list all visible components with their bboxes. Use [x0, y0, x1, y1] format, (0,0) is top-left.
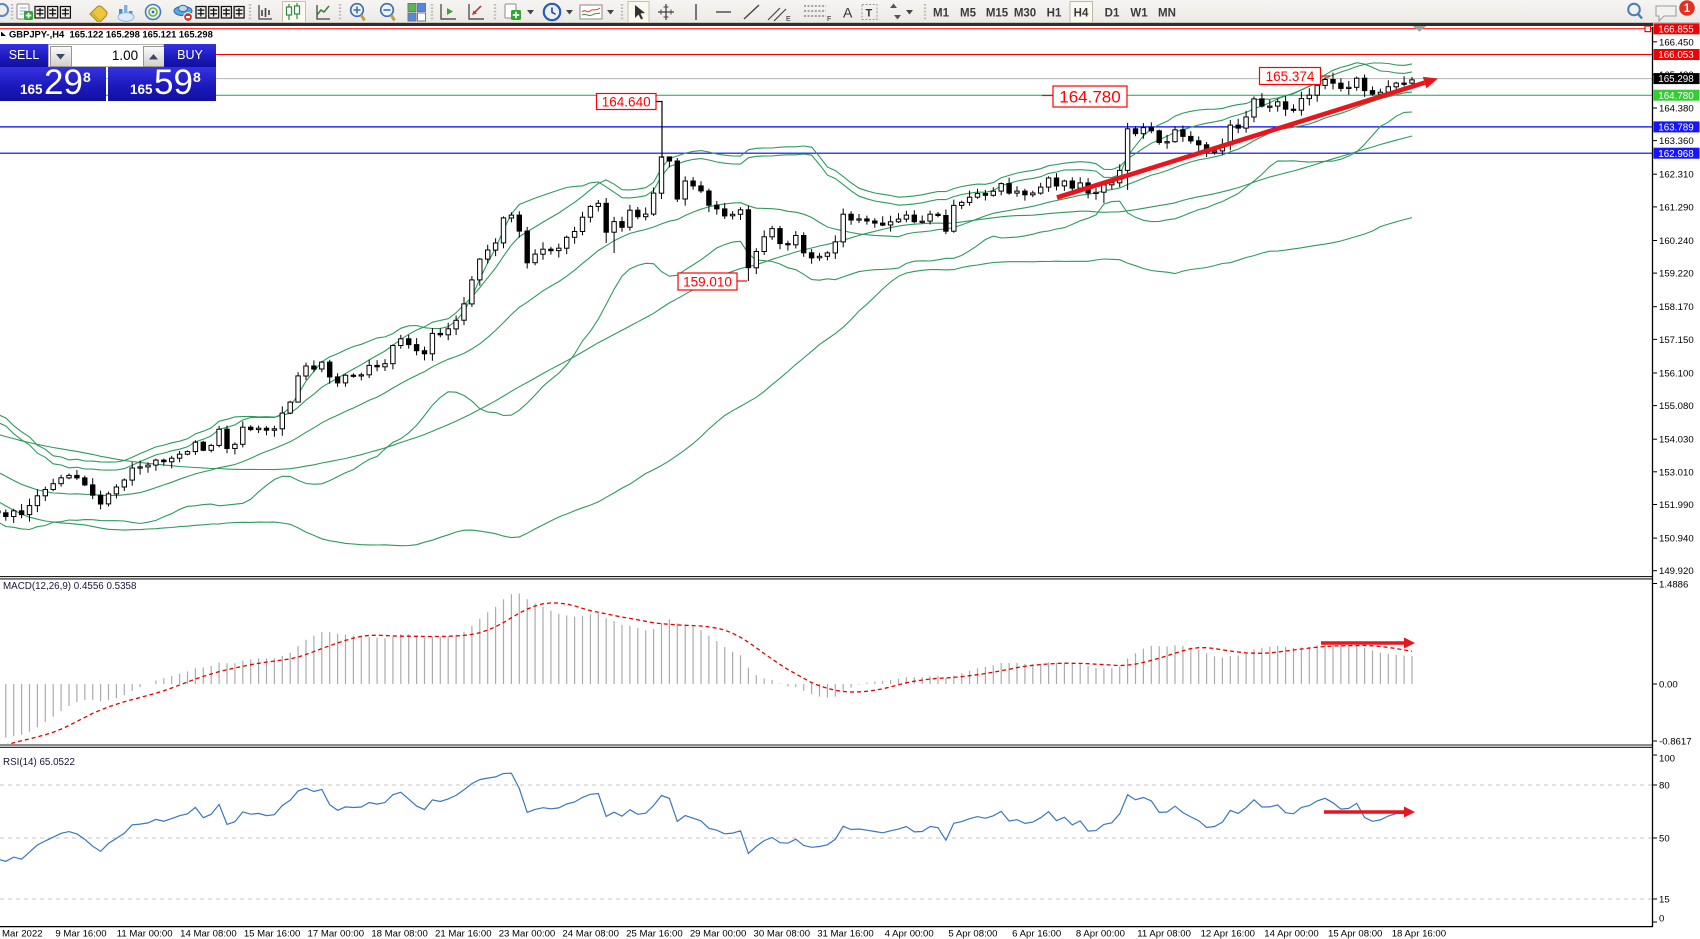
svg-text:F: F	[827, 16, 831, 22]
svg-text:155.080: 155.080	[1659, 401, 1694, 412]
svg-text:25 Mar 16:00: 25 Mar 16:00	[626, 929, 683, 939]
svg-text:14 Apr 00:00: 14 Apr 00:00	[1264, 929, 1318, 939]
svg-text:11 Mar 00:00: 11 Mar 00:00	[117, 929, 173, 939]
svg-text:MN: MN	[1158, 8, 1176, 20]
svg-text:A: A	[843, 5, 853, 21]
svg-text:8 Apr 00:00: 8 Apr 00:00	[1076, 929, 1125, 939]
svg-text:159.220: 159.220	[1659, 269, 1694, 280]
svg-text:153.010: 153.010	[1659, 467, 1694, 478]
svg-text:17 Mar 00:00: 17 Mar 00:00	[308, 929, 365, 939]
svg-text:1.4886: 1.4886	[1659, 580, 1688, 591]
svg-text:21 Mar 16:00: 21 Mar 16:00	[435, 929, 492, 939]
svg-text:157.150: 157.150	[1659, 335, 1694, 346]
svg-text:158.170: 158.170	[1659, 302, 1694, 313]
svg-text:162.310: 162.310	[1659, 170, 1694, 181]
svg-text:166.450: 166.450	[1659, 37, 1694, 48]
svg-text:29 Mar 00:00: 29 Mar 00:00	[690, 929, 747, 939]
svg-text:164.780: 164.780	[1658, 91, 1694, 102]
svg-text:80: 80	[1659, 781, 1670, 792]
svg-text:165.374: 165.374	[1266, 69, 1315, 84]
svg-text:163.360: 163.360	[1659, 136, 1694, 147]
svg-text:30 Mar 08:00: 30 Mar 08:00	[754, 929, 811, 939]
svg-text:18 Apr 16:00: 18 Apr 16:00	[1392, 929, 1446, 939]
svg-text:12 Apr 16:00: 12 Apr 16:00	[1201, 929, 1255, 939]
svg-text:165.298: 165.298	[1658, 74, 1694, 85]
svg-text:W1: W1	[1130, 8, 1148, 20]
svg-text:6 Apr 16:00: 6 Apr 16:00	[1012, 929, 1061, 939]
svg-text:100: 100	[1659, 754, 1675, 765]
svg-text:D1: D1	[1105, 8, 1120, 20]
svg-text:166.053: 166.053	[1658, 50, 1694, 61]
svg-text:31 Mar 16:00: 31 Mar 16:00	[817, 929, 874, 939]
svg-text:4 Apr 00:00: 4 Apr 00:00	[885, 929, 934, 939]
svg-text:M5: M5	[960, 8, 977, 20]
svg-text:18 Mar 08:00: 18 Mar 08:00	[371, 929, 428, 939]
svg-text:166.855: 166.855	[1658, 24, 1694, 35]
svg-text:T: T	[866, 8, 873, 20]
svg-text:164.640: 164.640	[602, 94, 651, 109]
svg-text:15: 15	[1659, 895, 1670, 906]
svg-text:164.780: 164.780	[1059, 88, 1120, 107]
svg-text:GBPJPY-,H4 165.122 165.298 16: GBPJPY-,H4 165.122 165.298 165.121 165.2…	[9, 29, 213, 40]
svg-text:160.240: 160.240	[1659, 236, 1694, 247]
svg-text:M1: M1	[933, 8, 950, 20]
svg-text:159.010: 159.010	[683, 274, 732, 289]
svg-text:154.030: 154.030	[1659, 435, 1694, 446]
svg-text:164.380: 164.380	[1659, 104, 1694, 115]
svg-text:14 Mar 08:00: 14 Mar 08:00	[180, 929, 237, 939]
svg-text:15 Apr 08:00: 15 Apr 08:00	[1328, 929, 1382, 939]
svg-text:150.940: 150.940	[1659, 534, 1694, 545]
svg-text:M15: M15	[986, 8, 1009, 20]
svg-text:15 Mar 16:00: 15 Mar 16:00	[244, 929, 301, 939]
svg-text:H4: H4	[1074, 8, 1089, 20]
svg-text:9 Mar 16:00: 9 Mar 16:00	[55, 929, 106, 939]
svg-text:MACD(12,26,9) 0.4556 0.5358: MACD(12,26,9) 0.4556 0.5358	[3, 581, 137, 592]
svg-text:11 Apr 08:00: 11 Apr 08:00	[1137, 929, 1191, 939]
svg-text:-0.8617: -0.8617	[1659, 737, 1692, 748]
svg-text:23 Mar 00:00: 23 Mar 00:00	[499, 929, 556, 939]
svg-text:50: 50	[1659, 834, 1670, 845]
svg-text:151.990: 151.990	[1659, 500, 1694, 511]
svg-text:24 Mar 08:00: 24 Mar 08:00	[562, 929, 619, 939]
svg-text:1: 1	[1684, 3, 1691, 15]
svg-text:5 Apr 08:00: 5 Apr 08:00	[948, 929, 997, 939]
svg-text:156.100: 156.100	[1659, 369, 1694, 380]
svg-text:Mar 2022: Mar 2022	[2, 929, 43, 939]
svg-text:161.290: 161.290	[1659, 202, 1694, 213]
svg-text:163.789: 163.789	[1658, 123, 1693, 134]
svg-text:0.00: 0.00	[1659, 680, 1678, 691]
svg-text:M30: M30	[1014, 8, 1036, 20]
svg-text:H1: H1	[1047, 8, 1062, 20]
svg-text:149.920: 149.920	[1659, 566, 1694, 577]
svg-text:0: 0	[1659, 914, 1664, 925]
svg-text:E: E	[786, 16, 791, 22]
svg-text:162.968: 162.968	[1658, 149, 1694, 160]
svg-text:RSI(14) 65.0522: RSI(14) 65.0522	[3, 757, 75, 768]
